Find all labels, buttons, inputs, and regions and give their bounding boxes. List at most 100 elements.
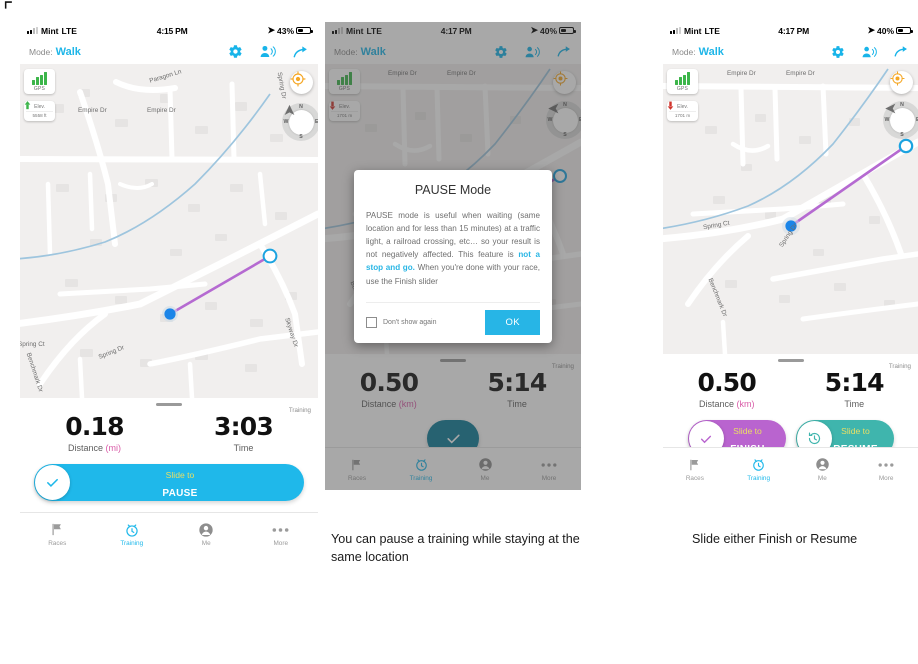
corner-artifact: ⌜	[3, 0, 14, 23]
signal-bars-icon	[27, 27, 38, 34]
elevation-label: Elev.	[34, 103, 45, 110]
compass-south-label: S	[900, 132, 904, 138]
signal-bars-icon	[332, 27, 343, 34]
gps-label: GPS	[338, 86, 351, 92]
slide-to-pause-control[interactable]: Slide to PAUSE	[34, 464, 304, 501]
caption-phone-3: Slide either Finish or Resume	[692, 532, 858, 546]
tab-me[interactable]: Me	[791, 456, 855, 482]
crosshair-icon	[290, 71, 306, 87]
tab-training[interactable]: Training	[389, 456, 453, 482]
dialog-body-part2: When you're done with your race, use the…	[366, 263, 540, 286]
share-icon[interactable]	[293, 45, 309, 59]
slide-to-text: Slide to	[165, 469, 195, 480]
slider-knob[interactable]	[35, 465, 70, 500]
time-value: 5:14	[487, 368, 548, 397]
voice-announce-icon[interactable]	[525, 45, 540, 59]
locate-me-button[interactable]	[290, 71, 313, 94]
stat-distance: 0.18 Distance (mi)	[20, 412, 169, 453]
stat-distance: 0.50 Distance (km)	[663, 368, 791, 409]
carrier-name: Mint	[41, 25, 59, 36]
locate-me-button[interactable]	[890, 71, 913, 94]
map-view[interactable]: Empire Dr Empire Dr Spring Ct Spring Dr …	[663, 64, 918, 354]
crosshair-icon	[890, 71, 905, 86]
mode-bar: Mode: Walk	[20, 39, 318, 64]
compass-control[interactable]: N S W E	[883, 101, 918, 139]
history-icon	[808, 432, 820, 445]
tab-me[interactable]: Me	[453, 456, 517, 482]
phone-screenshot-3: Mint LTE 4:17 PM ➤ 40% Mode: Walk	[663, 22, 918, 490]
person-icon	[791, 456, 855, 473]
share-icon[interactable]	[894, 45, 909, 58]
location-arrow-icon: ➤	[530, 25, 538, 35]
elevation-value: 5558 ft	[26, 111, 53, 118]
compass-east-label: E	[579, 117, 581, 123]
panel-grabber[interactable]	[156, 403, 182, 406]
tab-more[interactable]: More	[244, 521, 319, 547]
compass-west-label: W	[283, 119, 289, 125]
street-label: Empire Dr	[147, 107, 176, 114]
gear-icon[interactable]	[831, 45, 845, 59]
stopwatch-icon	[95, 521, 170, 538]
tab-me[interactable]: Me	[169, 521, 244, 547]
gps-label: GPS	[676, 86, 689, 92]
compass-needle-icon	[885, 103, 896, 114]
tab-label: Races	[347, 475, 367, 482]
flag-icon	[20, 521, 95, 538]
compass-north-label: N	[900, 102, 904, 108]
tab-label: More	[273, 540, 289, 547]
locate-me-button[interactable]	[553, 71, 576, 94]
elevation-card: Elev. 5558 ft	[24, 101, 55, 121]
dialog-body: PAUSE mode is useful when waiting (same …	[366, 209, 540, 288]
elevation-label: Elev.	[677, 103, 688, 110]
elevation-card: Elev. 1701 m	[329, 101, 360, 121]
compass-west-label: W	[884, 117, 890, 123]
mode-value[interactable]: Walk	[360, 45, 386, 58]
street-label: Empire Dr	[786, 70, 815, 77]
tab-more[interactable]: More	[854, 456, 918, 482]
voice-announce-icon[interactable]	[862, 45, 877, 59]
tab-races[interactable]: Races	[325, 456, 389, 482]
voice-announce-icon[interactable]	[260, 44, 276, 59]
tab-races[interactable]: Races	[20, 521, 95, 547]
dialog-title: PAUSE Mode	[414, 183, 492, 197]
elevation-down-arrow-icon	[667, 101, 674, 110]
street-label: Empire Dr	[727, 70, 756, 77]
person-icon	[453, 456, 517, 473]
tab-label: Training	[409, 475, 433, 482]
street-label: Empire Dr	[447, 70, 476, 77]
gear-icon[interactable]	[494, 45, 508, 59]
panel-grabber[interactable]	[440, 359, 466, 362]
mode-value[interactable]: Walk	[698, 45, 724, 58]
check-icon	[47, 478, 58, 487]
panel-grabber[interactable]	[777, 359, 804, 362]
stat-distance: 0.50 Distance (km)	[325, 368, 453, 409]
compass-control[interactable]: N S W E	[282, 103, 318, 141]
battery-percent: 43%	[276, 25, 294, 36]
map-view[interactable]: Paragon Ln Empire Dr Empire Dr Spring Dr…	[20, 64, 318, 398]
compass-north-label: N	[299, 104, 303, 110]
ok-button[interactable]: OK	[485, 309, 540, 335]
compass-west-label: W	[547, 117, 553, 123]
ellipsis-icon	[244, 521, 319, 538]
dialog-body-part1: PAUSE mode is useful when waiting (same …	[366, 211, 540, 260]
gear-icon[interactable]	[228, 44, 243, 59]
dont-show-again-checkbox[interactable]	[366, 316, 377, 328]
distance-unit: (mi)	[105, 443, 122, 453]
compass-control[interactable]: N S W E	[546, 101, 581, 139]
tab-races[interactable]: Races	[663, 456, 727, 482]
mode-bar: Mode: Walk	[663, 39, 918, 64]
tab-more[interactable]: More	[517, 456, 581, 482]
share-icon[interactable]	[557, 45, 572, 58]
compass-east-label: E	[916, 117, 918, 123]
check-icon	[700, 435, 712, 443]
tab-training[interactable]: Training	[95, 521, 170, 547]
elevation-label: Elev.	[339, 103, 350, 110]
time-label: Time	[844, 399, 865, 409]
battery-percent: 40%	[539, 25, 557, 36]
mode-label: Mode:	[334, 46, 358, 57]
street-label: Empire Dr	[388, 70, 417, 77]
mode-value[interactable]: Walk	[55, 45, 81, 58]
time-label: Time	[507, 399, 527, 409]
elevation-card: Elev. 1701 m	[667, 101, 698, 121]
tab-training[interactable]: Training	[727, 456, 791, 482]
